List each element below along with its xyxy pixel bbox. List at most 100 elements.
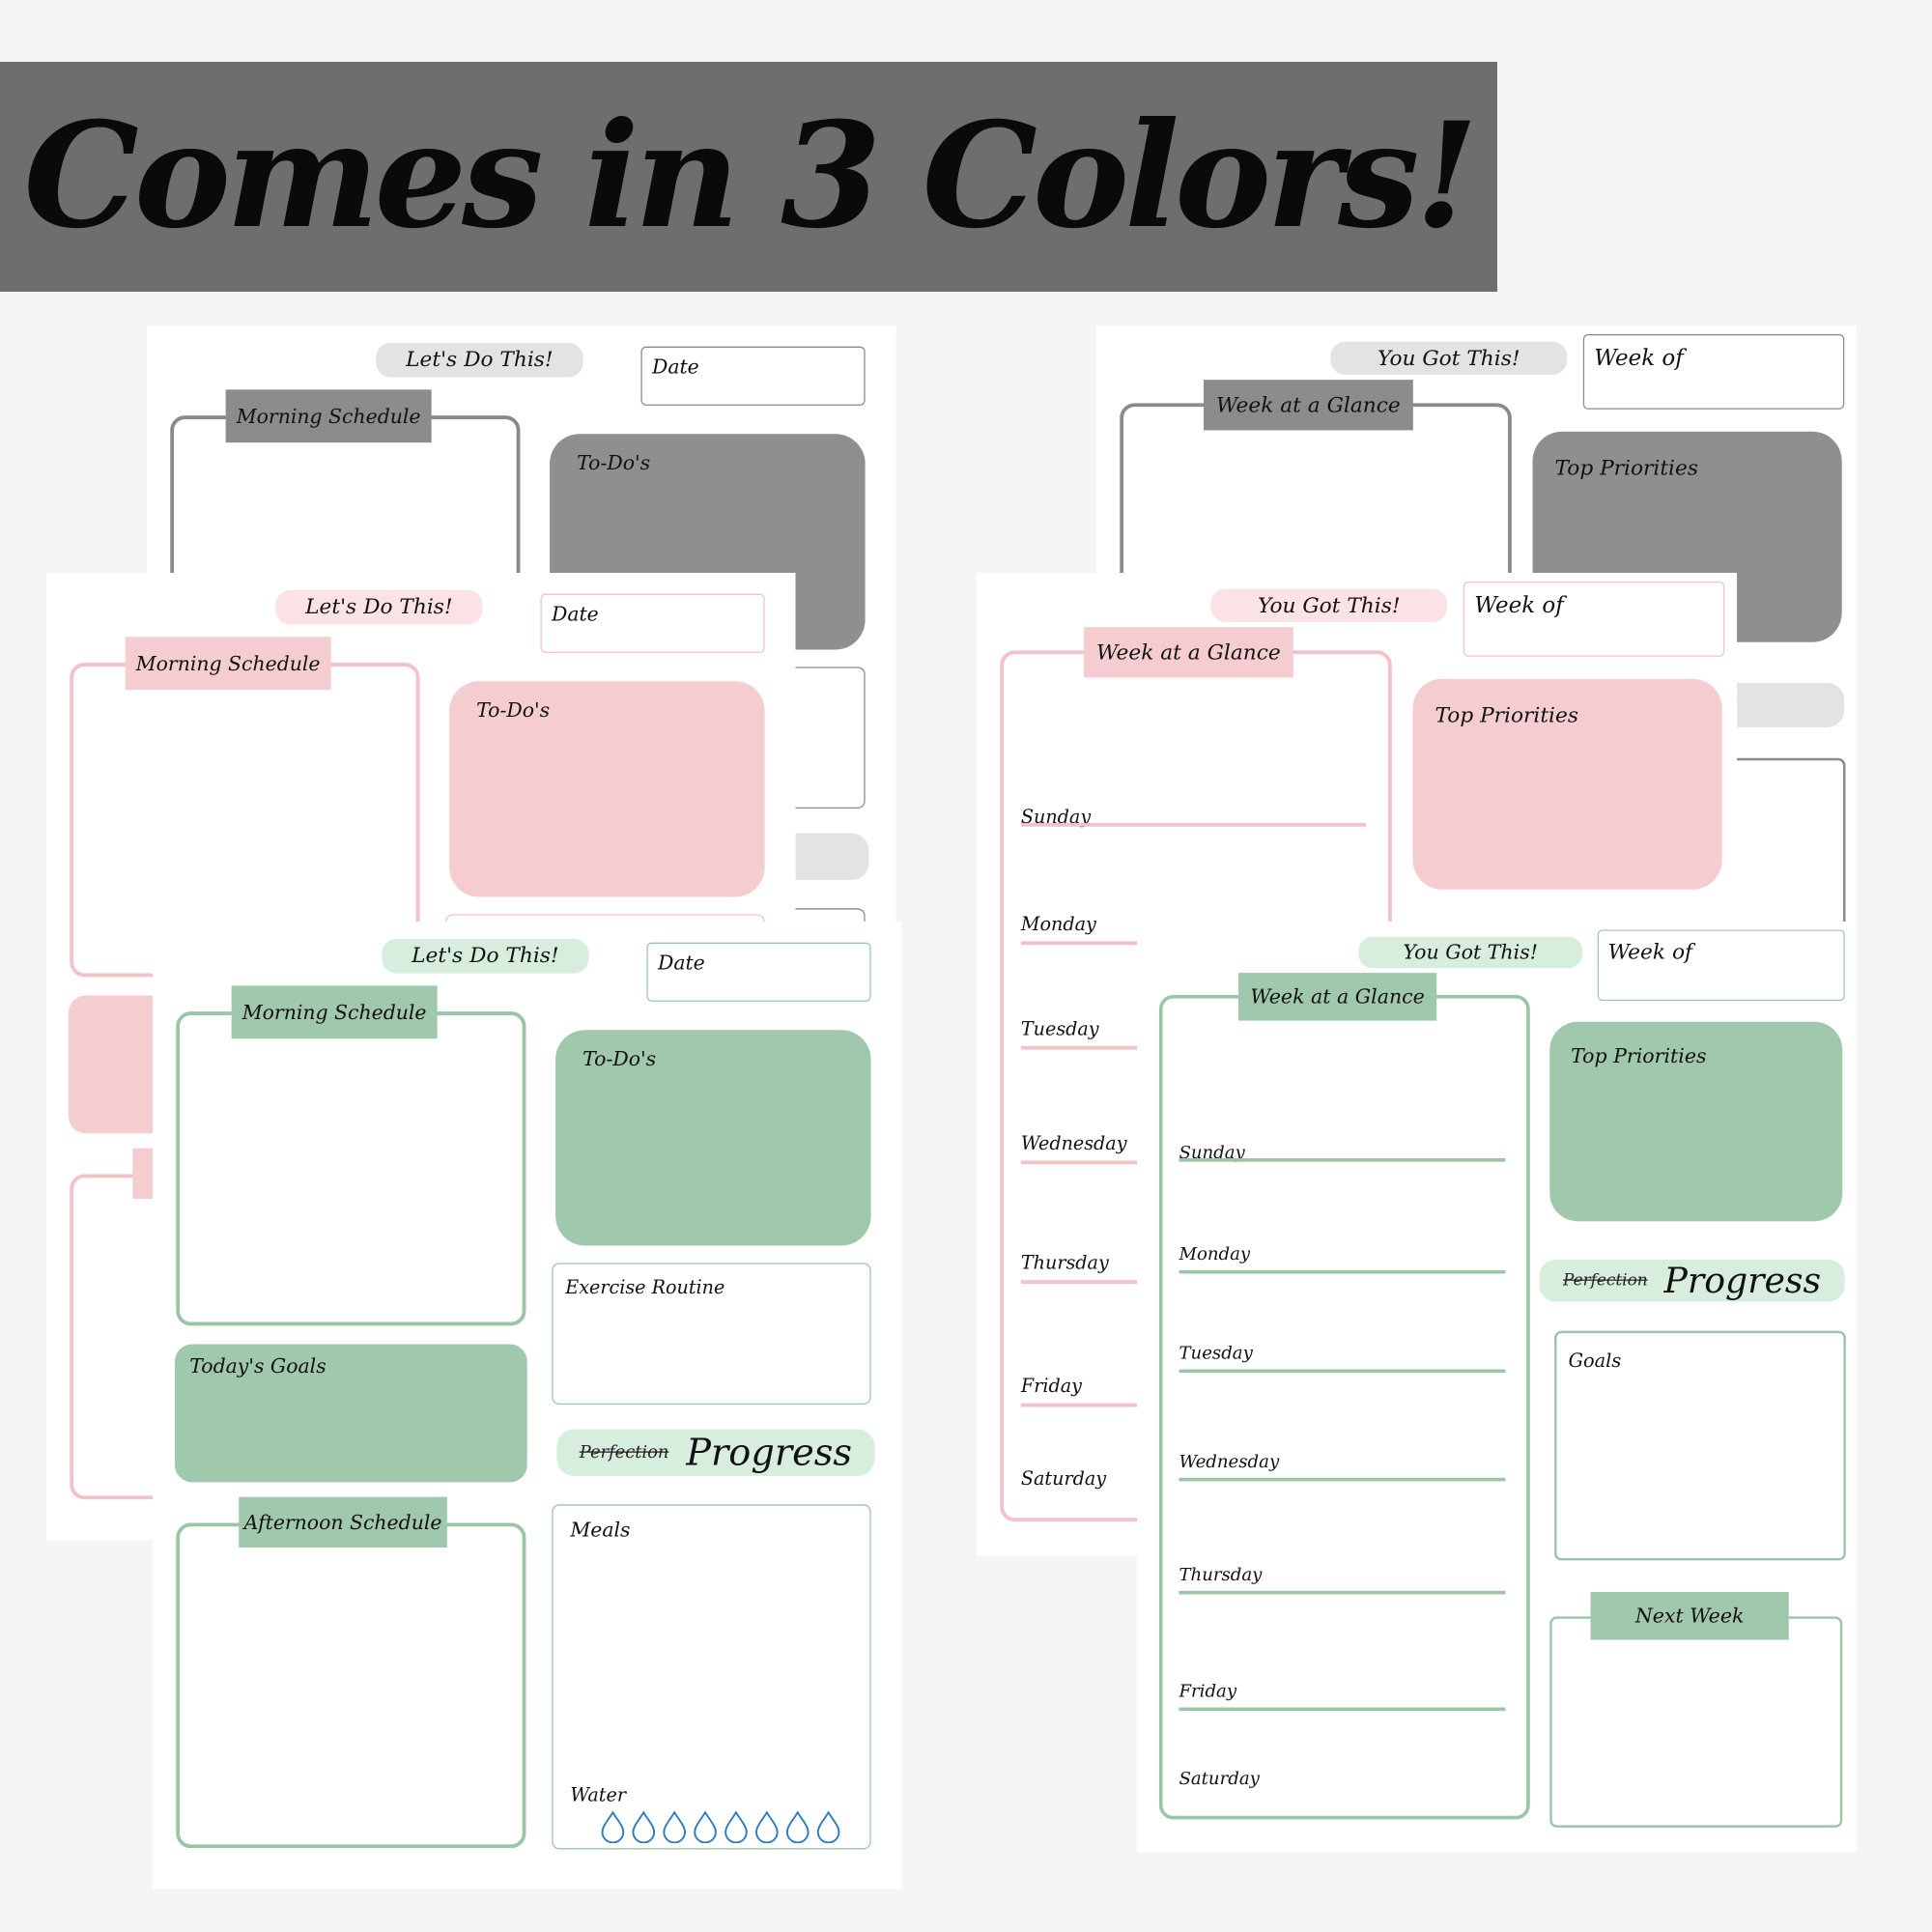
banner-title: Comes in 3 Colors! bbox=[23, 91, 1479, 261]
morning-schedule-label: Morning Schedule bbox=[236, 404, 421, 428]
day-label-wednesday: Wednesday bbox=[1179, 1450, 1280, 1472]
motto: Let's Do This! bbox=[406, 347, 554, 373]
week-at-a-glance-tab: Week at a Glance bbox=[1083, 627, 1293, 678]
top-priorities-box[interactable]: Top Priorities bbox=[1549, 1021, 1843, 1222]
exercise-routine-box[interactable]: Exercise Routine bbox=[552, 1263, 871, 1405]
day-label-monday: Monday bbox=[1020, 913, 1096, 935]
week-at-a-glance-box: Sunday Monday Tuesday Wednesday Thursday… bbox=[1158, 995, 1530, 1820]
water-drop-icon[interactable] bbox=[784, 1810, 810, 1844]
todos-label: To-Do's bbox=[582, 1047, 657, 1071]
motto-highlight: You Got This! bbox=[1210, 588, 1448, 623]
week-of-label: Week of bbox=[1474, 592, 1564, 619]
date-field[interactable]: Date bbox=[540, 593, 765, 653]
date-field[interactable]: Date bbox=[646, 942, 871, 1002]
day-line-thursday[interactable] bbox=[1179, 1590, 1506, 1595]
goals-box[interactable]: Goals bbox=[1554, 1330, 1846, 1561]
progress-label: Progress bbox=[1663, 1260, 1822, 1301]
day-line-sunday[interactable] bbox=[1020, 822, 1367, 827]
motto: Let's Do This! bbox=[412, 943, 559, 969]
weekly-planner-page-green: You Got This! Week of Sunday Monday Tues… bbox=[1137, 922, 1857, 1853]
day-label-wednesday: Wednesday bbox=[1020, 1132, 1127, 1155]
title-banner: Comes in 3 Colors! bbox=[0, 62, 1497, 292]
water-drop-icon[interactable] bbox=[815, 1810, 841, 1844]
day-label-monday: Monday bbox=[1179, 1243, 1251, 1264]
next-week-tab: Next Week bbox=[1590, 1592, 1789, 1640]
date-label: Date bbox=[651, 355, 699, 379]
progress-banner: Perfection Progress bbox=[1539, 1260, 1845, 1302]
week-of-label: Week of bbox=[1594, 345, 1684, 372]
water-tracker bbox=[600, 1810, 841, 1844]
next-week-label: Next Week bbox=[1634, 1604, 1745, 1628]
week-at-a-glance-label: Week at a Glance bbox=[1096, 639, 1281, 666]
motto-highlight: Let's Do This! bbox=[275, 589, 483, 625]
day-label-tuesday: Tuesday bbox=[1020, 1017, 1099, 1040]
motto: You Got This! bbox=[1403, 940, 1539, 965]
day-label-sunday: Sunday bbox=[1179, 1142, 1245, 1163]
motto-highlight: You Got This! bbox=[1358, 936, 1583, 969]
water-drop-icon[interactable] bbox=[693, 1810, 719, 1844]
water-label: Water bbox=[570, 1783, 626, 1806]
day-line-wednesday[interactable] bbox=[1179, 1477, 1506, 1482]
motto: You Got This! bbox=[1258, 593, 1401, 618]
top-priorities-box[interactable]: Top Priorities bbox=[1412, 678, 1722, 890]
next-week-box[interactable] bbox=[1549, 1616, 1843, 1828]
exercise-routine-label: Exercise Routine bbox=[565, 1276, 725, 1299]
motto: Let's Do This! bbox=[305, 594, 453, 620]
week-of-field[interactable]: Week of bbox=[1597, 929, 1845, 1002]
todos-box[interactable]: To-Do's bbox=[555, 1030, 871, 1246]
day-label-thursday: Thursday bbox=[1020, 1251, 1109, 1274]
todos-label: To-Do's bbox=[577, 451, 651, 475]
perfection-strikethrough: Perfection bbox=[1562, 1271, 1648, 1291]
day-label-friday: Friday bbox=[1020, 1375, 1082, 1398]
day-line-sunday[interactable] bbox=[1179, 1158, 1506, 1162]
day-line-tuesday[interactable] bbox=[1179, 1369, 1506, 1374]
water-drop-icon[interactable] bbox=[662, 1810, 688, 1844]
water-drop-icon[interactable] bbox=[724, 1810, 750, 1844]
afternoon-schedule-tab: Afternoon Schedule bbox=[239, 1496, 447, 1548]
day-line-friday[interactable] bbox=[1179, 1707, 1506, 1712]
day-label-thursday: Thursday bbox=[1179, 1564, 1263, 1585]
todays-goals-label: Today's Goals bbox=[189, 1353, 327, 1378]
day-label-saturday: Saturday bbox=[1020, 1467, 1107, 1490]
week-of-field[interactable]: Week of bbox=[1582, 333, 1845, 410]
day-line-monday[interactable] bbox=[1179, 1269, 1506, 1274]
afternoon-schedule-box[interactable] bbox=[176, 1522, 526, 1849]
motto-highlight: Let's Do This! bbox=[376, 342, 583, 378]
day-label-sunday: Sunday bbox=[1020, 806, 1092, 829]
date-label: Date bbox=[657, 951, 705, 975]
week-at-a-glance-label: Week at a Glance bbox=[1216, 392, 1401, 418]
week-at-a-glance-label: Week at a Glance bbox=[1250, 984, 1425, 1009]
day-label-tuesday: Tuesday bbox=[1179, 1342, 1253, 1364]
progress-label: Progress bbox=[686, 1431, 853, 1475]
todos-box[interactable]: To-Do's bbox=[449, 681, 765, 897]
motto-highlight: Let's Do This! bbox=[382, 938, 589, 974]
progress-banner: Perfection Progress bbox=[556, 1429, 875, 1476]
morning-schedule-label: Morning Schedule bbox=[242, 1000, 427, 1024]
afternoon-schedule-label: Afternoon Schedule bbox=[243, 1510, 442, 1534]
water-drop-icon[interactable] bbox=[631, 1810, 657, 1844]
morning-schedule-label: Morning Schedule bbox=[135, 651, 321, 675]
week-of-label: Week of bbox=[1607, 940, 1693, 965]
top-priorities-label: Top Priorities bbox=[1435, 703, 1578, 728]
morning-schedule-box[interactable] bbox=[176, 1011, 526, 1326]
morning-schedule-tab: Morning Schedule bbox=[231, 985, 438, 1039]
perfection-strikethrough: Perfection bbox=[579, 1442, 669, 1463]
morning-schedule-tab: Morning Schedule bbox=[225, 389, 432, 443]
morning-schedule-tab: Morning Schedule bbox=[125, 637, 331, 691]
water-drop-icon[interactable] bbox=[600, 1810, 626, 1844]
todos-label: To-Do's bbox=[476, 698, 551, 723]
daily-planner-page-green: Let's Do This! Date Morning Schedule To-… bbox=[153, 922, 902, 1889]
motto: You Got This! bbox=[1378, 346, 1520, 371]
day-label-saturday: Saturday bbox=[1179, 1768, 1260, 1790]
todays-goals-box[interactable]: Today's Goals bbox=[174, 1344, 527, 1483]
week-of-field[interactable]: Week of bbox=[1463, 581, 1725, 657]
water-drop-icon[interactable] bbox=[753, 1810, 780, 1844]
meals-label: Meals bbox=[570, 1518, 631, 1542]
week-at-a-glance-tab: Week at a Glance bbox=[1238, 973, 1437, 1021]
date-field[interactable]: Date bbox=[640, 346, 866, 406]
motto-highlight: You Got This! bbox=[1330, 341, 1568, 376]
date-label: Date bbox=[551, 602, 599, 626]
week-at-a-glance-tab: Week at a Glance bbox=[1203, 380, 1413, 431]
meals-box[interactable]: Meals Water bbox=[552, 1504, 871, 1850]
top-priorities-label: Top Priorities bbox=[1554, 456, 1698, 481]
